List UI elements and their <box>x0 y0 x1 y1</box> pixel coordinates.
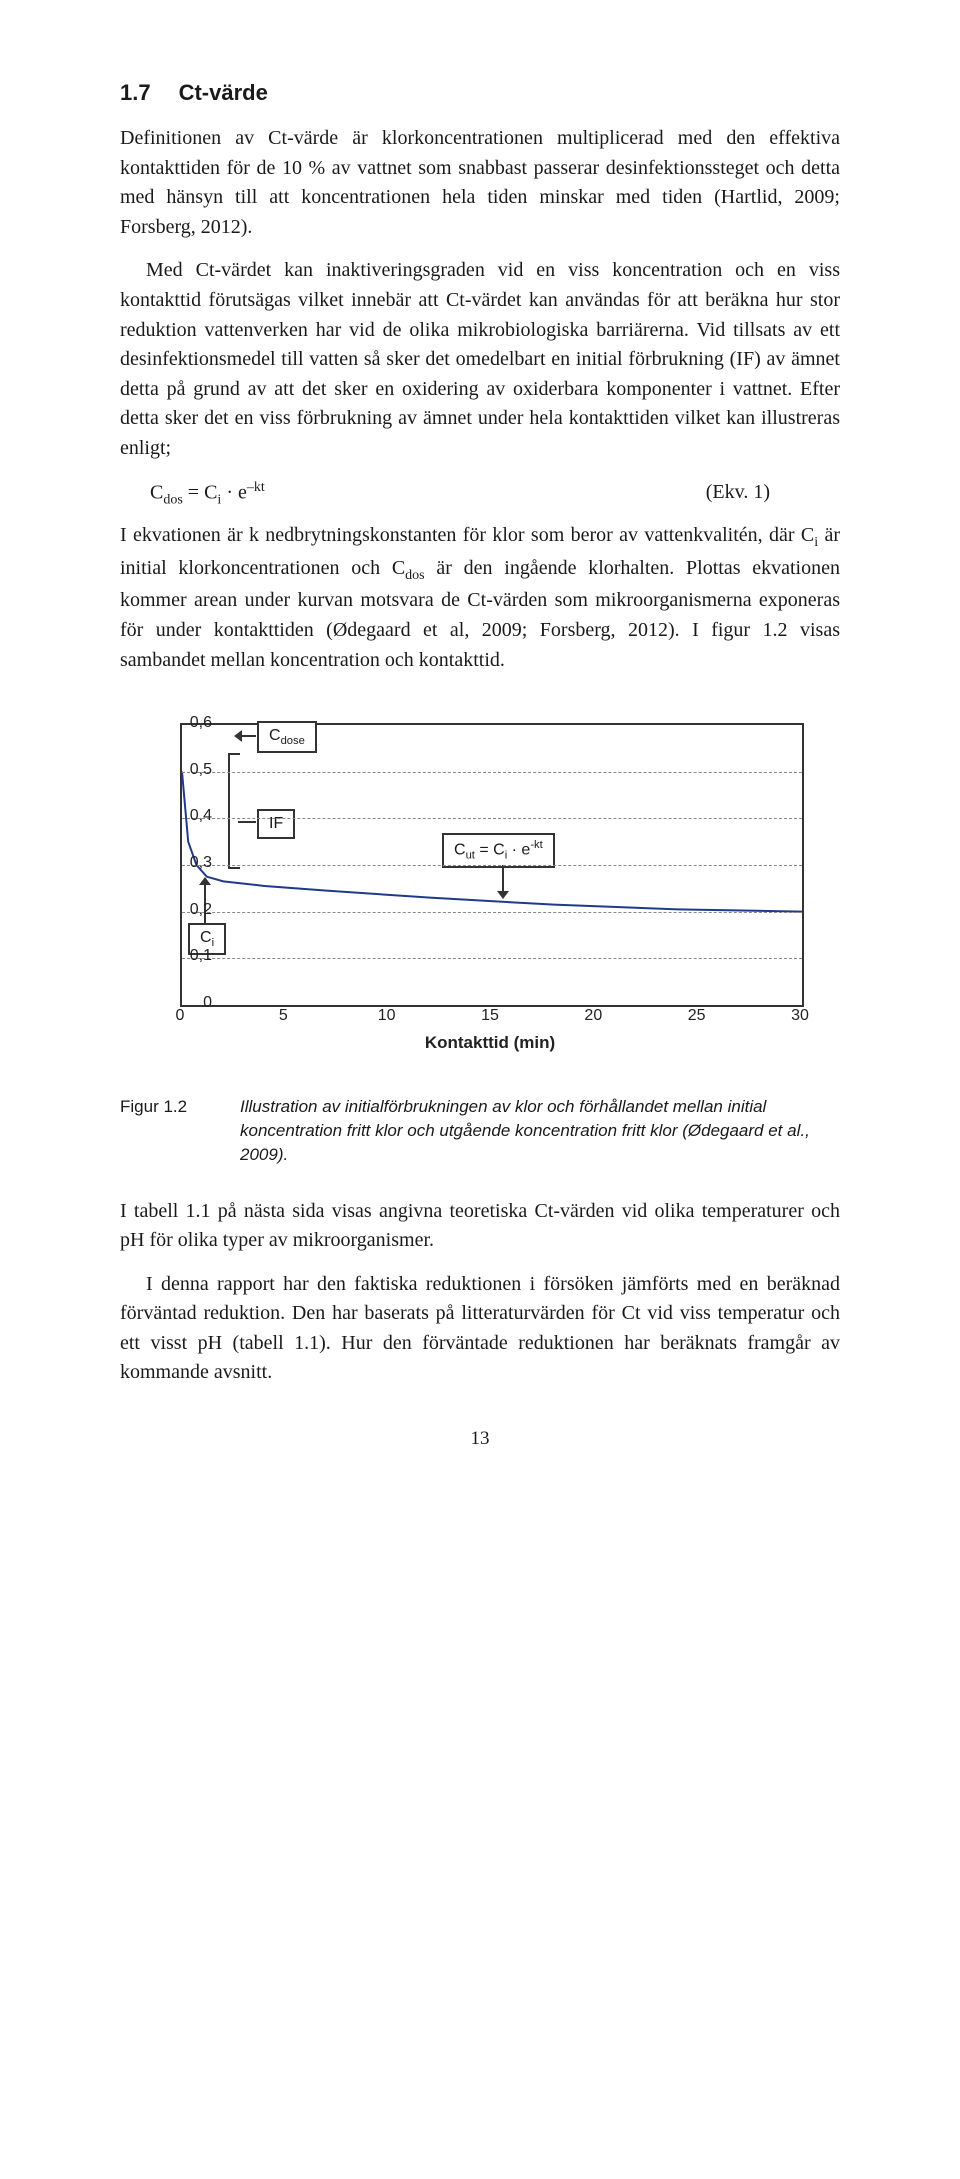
callout-if: IF <box>257 809 295 839</box>
callout-cdose: Cdose <box>257 721 317 753</box>
chart-gridline <box>182 912 802 913</box>
arrow-if <box>238 821 256 823</box>
figure-caption: Figur 1.2 Illustration av initialförbruk… <box>120 1095 840 1166</box>
chart-xlabel: Kontakttid (min) <box>180 1033 800 1053</box>
chart-ytick-label: 0,6 <box>172 714 212 732</box>
arrow-cdose-head <box>234 730 242 742</box>
paragraph-4: I tabell 1.1 på nästa sida visas angivna… <box>120 1197 840 1256</box>
arrow-ci-head <box>199 877 211 885</box>
arrow-cut <box>502 865 504 893</box>
section-number: 1.7 <box>120 80 151 105</box>
paragraph-5: I denna rapport har den faktiska redukti… <box>120 1270 840 1388</box>
plot-area: Cdose IF Cut = Ci · e-kt Ci <box>180 723 804 1007</box>
equation-1: Cdos = Ci · e–kt (Ekv. 1) <box>120 478 840 511</box>
chart-gridline <box>182 958 802 959</box>
paragraph-3a: I ekvationen är k nedbrytningskonstanten… <box>120 524 814 546</box>
callout-cut: Cut = Ci · e-kt <box>442 833 555 868</box>
chart-xtick-label: 25 <box>688 1007 706 1025</box>
chart-gridline <box>182 772 802 773</box>
section-title: Ct-värde <box>179 80 268 105</box>
chart-xtick-label: 30 <box>791 1007 809 1025</box>
chart-xtick-label: 10 <box>378 1007 396 1025</box>
chart-ytick-label: 0,1 <box>172 947 212 965</box>
paragraph-3: I ekvationen är k nedbrytningskonstanten… <box>120 521 840 675</box>
paragraph-1: Definitionen av Ct-värde är klorkoncentr… <box>120 124 840 242</box>
figure-caption-label: Figur 1.2 <box>120 1095 240 1166</box>
chart-xtick-label: 20 <box>584 1007 602 1025</box>
chart-gridline <box>182 865 802 866</box>
chart-ytick-label: 0,4 <box>172 807 212 825</box>
equation-number: (Ekv. 1) <box>265 478 840 508</box>
figure-caption-text: Illustration av initialförbrukningen av … <box>240 1095 840 1166</box>
chart-ytick-label: 0,3 <box>172 854 212 872</box>
chart-xtick-label: 15 <box>481 1007 499 1025</box>
section-heading: 1.7 Ct-värde <box>120 80 840 106</box>
chart-gridline <box>182 818 802 819</box>
equation-expression: Cdos = Ci · e–kt <box>150 478 265 511</box>
arrow-cdose <box>242 735 256 737</box>
bracket-if <box>228 753 230 869</box>
chart-xtick-label: 0 <box>176 1007 185 1025</box>
chart-xtick-label: 5 <box>279 1007 288 1025</box>
chart-ytick-label: 0,5 <box>172 761 212 779</box>
figure-1-2: Cdose IF Cut = Ci · e-kt Ci <box>120 705 840 1065</box>
arrow-cut-head <box>497 891 509 899</box>
paragraph-2: Med Ct-värdet kan inaktiveringsgraden vi… <box>120 256 840 463</box>
chart-ytick-label: 0,2 <box>172 901 212 919</box>
chart: Cdose IF Cut = Ci · e-kt Ci <box>120 705 840 1065</box>
page-number: 13 <box>120 1428 840 1450</box>
